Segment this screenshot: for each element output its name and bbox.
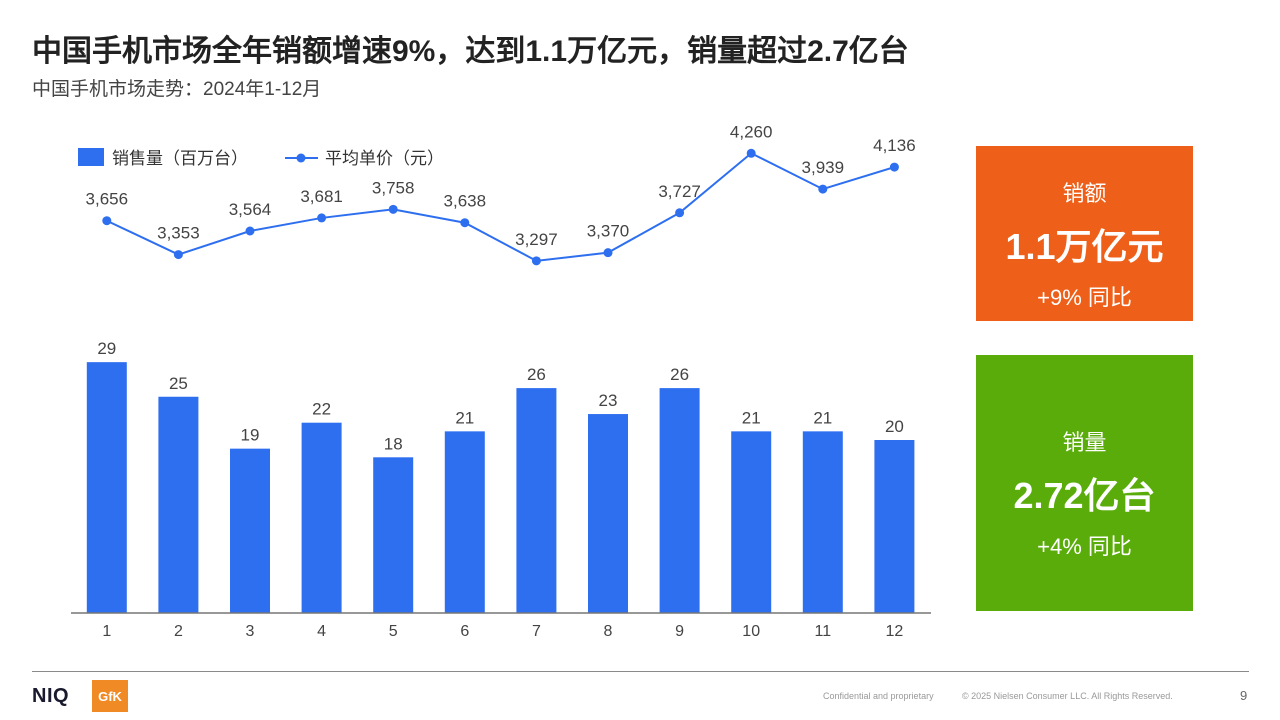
x-tick-label: 4 (317, 623, 326, 640)
price-point (746, 148, 756, 158)
price-value-label: 4,260 (730, 122, 773, 141)
x-tick-label: 1 (102, 623, 111, 640)
revenue-card: 销额 1.1万亿元 +9% 同比 (976, 146, 1193, 321)
copyright-notice: © 2025 Nielsen Consumer LLC. All Rights … (962, 691, 1173, 701)
bar (802, 431, 843, 613)
bar-value-label: 23 (599, 391, 618, 410)
revenue-card-value: 1.1万亿元 (1005, 226, 1164, 267)
x-tick-label: 2 (174, 623, 183, 640)
chart-legend: 销售量（百万台） 平均单价（元） (78, 148, 444, 168)
volume-card-value: 2.72亿台 (1013, 475, 1156, 516)
volume-card-change: +4% 同比 (1037, 534, 1132, 559)
gfk-logo: GfK (92, 680, 128, 712)
bar (230, 448, 270, 613)
price-point (531, 256, 541, 266)
price-point (675, 208, 685, 218)
bar (659, 388, 700, 613)
price-value-label: 3,727 (658, 182, 701, 201)
x-tick-label: 9 (675, 623, 684, 640)
price-point (173, 250, 183, 260)
bar (731, 431, 772, 613)
x-tick-label: 6 (460, 623, 469, 640)
price-value-label: 3,638 (444, 192, 487, 211)
page-subtitle: 中国手机市场走势：2024年1-12月 (32, 79, 322, 100)
x-tick-label: 7 (532, 623, 541, 640)
price-point (388, 204, 398, 214)
footer-divider (32, 671, 1249, 672)
price-point (317, 213, 327, 223)
bar-value-label: 29 (97, 339, 116, 358)
bar-value-label: 21 (742, 408, 761, 427)
x-tick-label: 8 (604, 623, 613, 640)
bar (444, 431, 485, 613)
volume-card: 销量 2.72亿台 +4% 同比 (976, 355, 1193, 611)
price-point (245, 226, 255, 236)
bar (373, 457, 414, 613)
revenue-card-label: 销额 (1062, 181, 1107, 206)
x-tick-label: 3 (246, 623, 255, 640)
price-value-label: 3,681 (300, 187, 343, 206)
bar-value-label: 22 (312, 400, 331, 419)
price-value-label: 3,564 (229, 200, 272, 219)
price-value-label: 3,297 (515, 230, 558, 249)
x-tick-label: 5 (389, 623, 398, 640)
price-point (460, 218, 470, 228)
bar (301, 422, 342, 613)
legend-line-marker (296, 153, 306, 163)
price-point (603, 248, 613, 258)
niq-logo: NIQ (32, 685, 70, 707)
price-value-label: 3,370 (587, 222, 630, 241)
volume-card-label: 销量 (1062, 430, 1107, 455)
price-value-label: 3,758 (372, 178, 415, 197)
price-series-line (106, 152, 895, 262)
x-tick-label: 11 (814, 623, 831, 640)
bar (158, 396, 199, 613)
price-point (102, 216, 112, 226)
bar (588, 414, 628, 613)
bar-value-label: 18 (384, 434, 403, 453)
price-point (889, 162, 899, 172)
price-value-label: 4,136 (873, 136, 916, 155)
legend-line-label: 平均单价（元） (325, 149, 444, 168)
bar (516, 388, 557, 613)
bar-value-label: 25 (169, 374, 188, 393)
bar-value-label: 19 (241, 426, 260, 445)
page-title: 中国手机市场全年销额增速9%，达到1.1万亿元，销量超过2.7亿台 (32, 35, 909, 68)
price-value-label: 3,656 (86, 190, 129, 209)
bar-value-label: 26 (527, 365, 546, 384)
x-tick-label: 12 (886, 623, 904, 640)
bar (86, 362, 127, 613)
bar-value-label: 21 (455, 408, 474, 427)
legend-bar-label: 销售量（百万台） (112, 149, 248, 168)
bar-value-label: 26 (670, 365, 689, 384)
bar (874, 440, 915, 613)
price-point (818, 184, 828, 194)
x-tick-label: 10 (742, 623, 760, 640)
revenue-card-change: +9% 同比 (1037, 285, 1132, 310)
bar-value-label: 20 (885, 417, 904, 436)
price-value-label: 3,939 (802, 158, 845, 177)
price-value-label: 3,353 (157, 224, 200, 243)
legend-bar-swatch (78, 148, 104, 166)
confidential-notice: Confidential and proprietary (823, 691, 934, 701)
bar-value-label: 21 (813, 408, 832, 427)
page-number: 9 (1240, 688, 1248, 703)
